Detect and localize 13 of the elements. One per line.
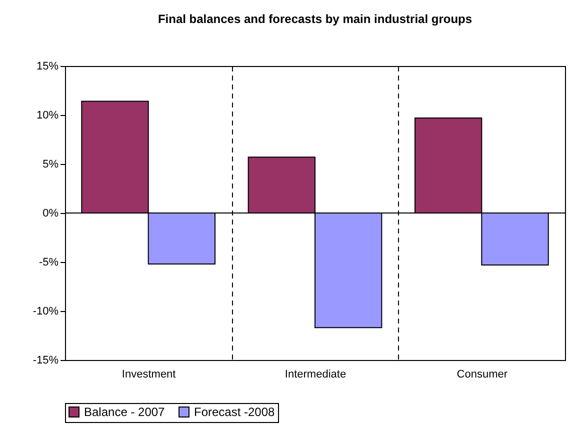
y-tick-label: 15%: [36, 60, 59, 72]
y-tick-label: 5%: [42, 158, 59, 170]
y-tick-label: -10%: [32, 306, 59, 318]
x-tick-label: Intermediate: [284, 368, 346, 380]
y-tick-label: -15%: [32, 354, 59, 366]
y-tick-label: 0%: [42, 208, 59, 220]
y-tick-label: 10%: [36, 110, 59, 122]
x-tick-label: Consumer: [456, 368, 508, 380]
chart-title: Final balances and forecasts by main industrial groups: [158, 12, 472, 26]
legend-label: Forecast -2008: [194, 405, 276, 419]
x-tick-label: Investment: [122, 368, 176, 380]
legend-label: Balance - 2007: [84, 405, 166, 419]
y-tick-label: -5%: [38, 256, 59, 268]
